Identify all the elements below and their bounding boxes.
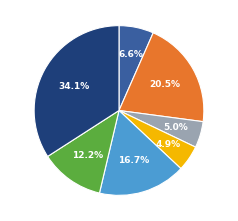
Text: 20.5%: 20.5%	[149, 80, 180, 89]
Wedge shape	[99, 110, 181, 195]
Wedge shape	[119, 110, 203, 147]
Wedge shape	[119, 33, 204, 122]
Wedge shape	[48, 110, 119, 193]
Wedge shape	[119, 26, 153, 110]
Wedge shape	[119, 110, 196, 169]
Text: 6.6%: 6.6%	[119, 50, 143, 59]
Text: 34.1%: 34.1%	[59, 82, 90, 91]
Wedge shape	[34, 26, 119, 156]
Text: 12.2%: 12.2%	[72, 151, 103, 160]
Text: 16.7%: 16.7%	[119, 156, 150, 165]
Text: 5.0%: 5.0%	[164, 123, 188, 132]
Text: 4.9%: 4.9%	[155, 139, 181, 149]
